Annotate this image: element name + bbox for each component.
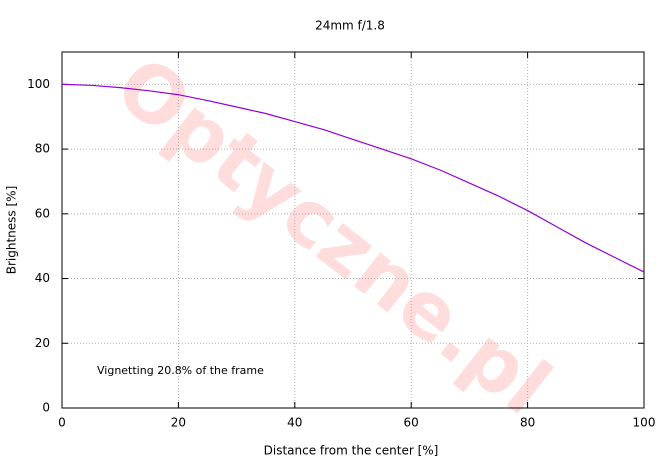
x-tick-label: 0: [58, 416, 66, 430]
y-tick-label: 60: [35, 206, 50, 220]
data-line: [61, 83, 645, 273]
x-axis-label: Distance from the center [%]: [264, 444, 439, 458]
x-tick-label: 80: [520, 416, 535, 430]
annotation: Vignetting 20.8% of the frame: [97, 364, 264, 377]
y-axis-label: Brightness [%]: [5, 186, 19, 275]
x-tick-label: 20: [171, 416, 186, 430]
y-tick-label: 20: [35, 336, 50, 350]
y-tick-label: 40: [35, 271, 50, 285]
y-tick-label: 80: [35, 142, 50, 156]
y-tick-label: 0: [42, 401, 50, 415]
chart-title: 24mm f/1.8: [315, 19, 385, 33]
x-tick-label: 40: [287, 416, 302, 430]
x-tick-label: 100: [633, 416, 656, 430]
plot-frame: [61, 51, 645, 409]
x-tick-label: 60: [404, 416, 419, 430]
y-tick-label: 100: [27, 77, 50, 91]
